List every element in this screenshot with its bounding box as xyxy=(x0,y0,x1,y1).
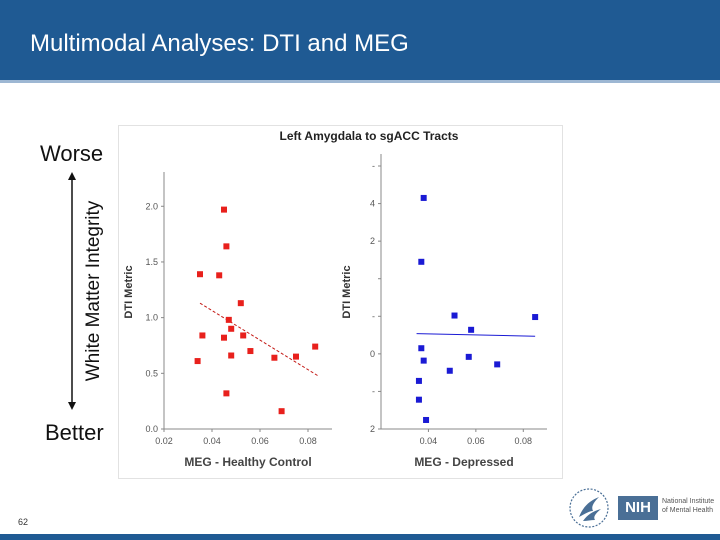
depressed-y-axis-label: DTI Metric xyxy=(341,265,353,318)
double-arrow-icon xyxy=(68,172,76,410)
depressed-x-axis-label: MEG - Depressed xyxy=(414,455,513,469)
depressed-x-tick-label: 0.06 xyxy=(467,436,485,446)
control-data-point xyxy=(223,390,230,397)
control-data-point xyxy=(247,348,254,355)
control-y-tick-label: 1.5 xyxy=(145,257,158,267)
control-trendline xyxy=(199,302,318,376)
depressed-data-point xyxy=(423,416,430,423)
page-number: 62 xyxy=(18,517,29,527)
control-data-point xyxy=(237,300,244,307)
footer-bar xyxy=(0,534,720,540)
control-data-point xyxy=(221,334,227,341)
depressed-trendline xyxy=(416,333,536,337)
control-data-point xyxy=(216,272,223,279)
depressed-data-point xyxy=(420,194,427,201)
depressed-x-tick-label: 0.08 xyxy=(515,436,533,446)
control-data-point xyxy=(271,354,278,361)
better-label: Better xyxy=(45,420,104,445)
depressed-data-point xyxy=(451,312,458,319)
slide-header xyxy=(0,0,720,80)
control-data-point xyxy=(199,332,206,339)
control-data-point xyxy=(293,353,299,360)
chart-title: Left Amygdala to sgACC Tracts xyxy=(280,129,459,143)
control-y-tick-label: 0.0 xyxy=(145,424,158,434)
control-data-point xyxy=(197,271,203,278)
control-data-point xyxy=(221,206,227,213)
control-x-tick-label: 0.04 xyxy=(203,436,221,446)
depressed-data-point xyxy=(418,345,425,352)
control-x-axis-label: MEG - Healthy Control xyxy=(184,455,311,469)
depressed-data-point xyxy=(532,314,539,321)
control-data-point xyxy=(228,325,235,332)
control-data-point xyxy=(278,408,285,415)
control-data-point xyxy=(225,316,232,323)
depressed-data-point xyxy=(465,353,472,360)
nih-institute-text: National Institute of Mental Health xyxy=(662,498,715,514)
chart-container: Left Amygdala to sgACC Tracts 0.0 0.5 1.0 1.… xyxy=(118,125,563,479)
scatter-chart: Left Amygdala to sgACC Tracts 0.0 0.5 1.0 1.… xyxy=(123,129,547,469)
depressed-x-tick-label: 0.04 xyxy=(420,436,438,446)
nih-logo: NIH xyxy=(618,496,658,520)
control-data-point xyxy=(194,358,201,365)
slide-title: Multimodal Analyses: DTI and MEG xyxy=(30,30,409,57)
depressed-data-point xyxy=(494,361,501,368)
depressed-y-tick-label: - xyxy=(372,386,375,396)
control-x-tick-label: 0.06 xyxy=(251,436,269,446)
control-x-tick-label: 0.02 xyxy=(155,436,173,446)
control-y-tick-label: 2.0 xyxy=(145,201,158,211)
control-data-point xyxy=(223,243,230,250)
depressed-data-point xyxy=(415,396,422,403)
depressed-data-point xyxy=(418,258,425,265)
control-data-point xyxy=(228,352,235,359)
control-data-point xyxy=(312,343,319,350)
depressed-y-tick-label: - xyxy=(372,311,375,321)
hhs-eagle-logo-icon xyxy=(569,488,609,528)
depressed-y-tick-label: 2 xyxy=(370,236,375,246)
control-y-tick-label: 0.5 xyxy=(145,368,158,378)
depressed-y-tick-label: 0 xyxy=(370,349,375,359)
control-y-tick-label: 1.0 xyxy=(145,313,158,323)
depressed-y-tick-label: 4 xyxy=(370,199,375,209)
depressed-y-tick-label: - xyxy=(372,161,375,171)
depressed-data-point xyxy=(415,377,422,384)
header-divider xyxy=(0,80,720,83)
depressed-data-point xyxy=(446,367,453,374)
depressed-y-tick-label: 2 xyxy=(370,424,375,434)
control-x-tick-label: 0.08 xyxy=(299,436,317,446)
white-matter-integrity-label: White Matter Integrity xyxy=(82,175,106,407)
depressed-data-point xyxy=(468,326,475,333)
control-data-point xyxy=(240,332,247,339)
vertical-axis-text: White Matter Integrity xyxy=(83,200,104,382)
control-y-axis-label: DTI Metric xyxy=(123,265,135,318)
depressed-data-point xyxy=(420,357,427,364)
worse-label: Worse xyxy=(40,141,104,166)
